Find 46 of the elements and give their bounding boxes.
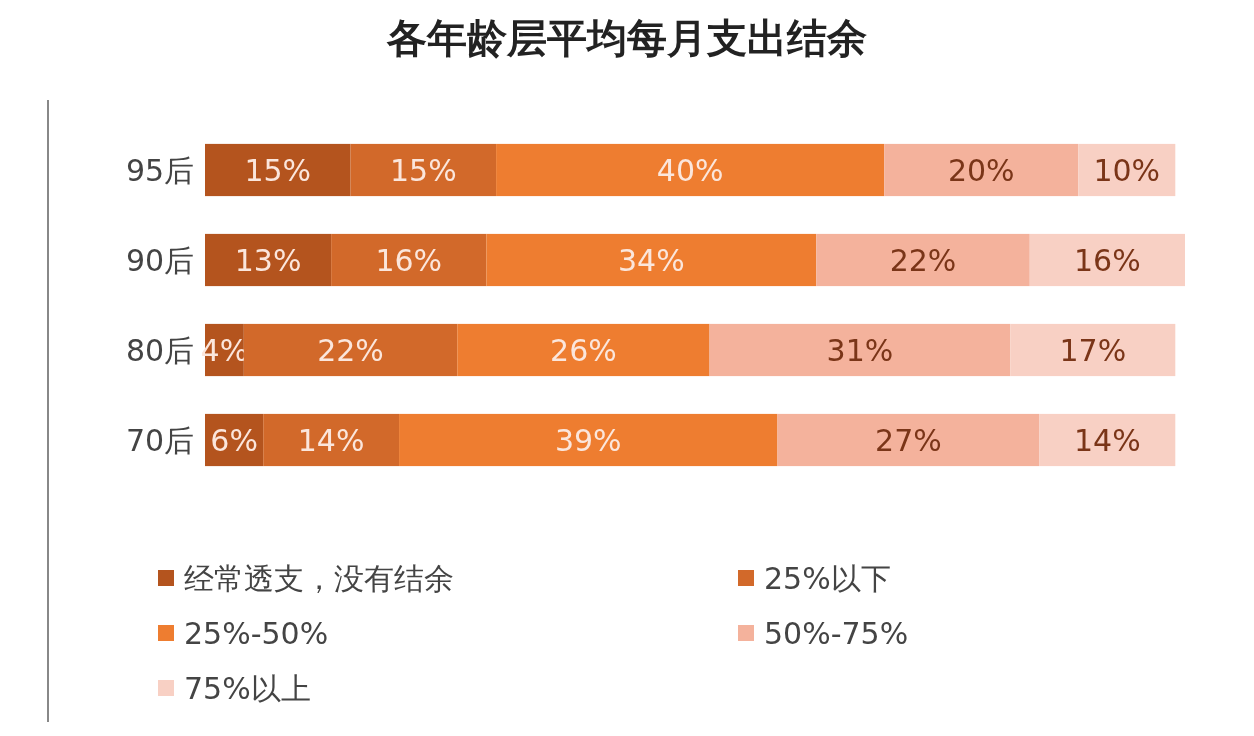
bar (816, 233, 1030, 287)
y-tick-label: 80后 (125, 332, 195, 368)
bar (709, 323, 1011, 377)
data-label: 22% (317, 332, 384, 368)
bar (1039, 413, 1176, 467)
data-label: 34% (617, 242, 685, 278)
bar (350, 143, 497, 197)
data-label: 31% (826, 332, 894, 368)
data-label: 16% (1074, 242, 1141, 278)
chart-title: 各年龄层平均每月支出结余 (386, 15, 867, 61)
data-label: 16% (375, 242, 443, 278)
data-label: 13% (234, 242, 302, 278)
bar (486, 233, 817, 287)
data-label: 39% (554, 422, 622, 458)
legend-label: 经常透支，没有结余 (184, 560, 454, 596)
data-label: 6% (210, 422, 258, 458)
y-tick-label: 90后 (125, 242, 195, 278)
data-label: 14% (297, 422, 365, 458)
bar (1010, 323, 1176, 377)
data-label: 15% (389, 152, 457, 188)
data-label: 22% (889, 242, 957, 278)
legend-label: 25%以下 (764, 560, 891, 596)
bar (496, 143, 885, 197)
legend-label: 75%以上 (184, 670, 311, 706)
bar (243, 323, 458, 377)
bar (777, 413, 1040, 467)
data-label: 27% (875, 422, 942, 458)
data-label: 40% (656, 152, 724, 188)
data-label: 20% (947, 152, 1015, 188)
y-tick-label: 70后 (125, 422, 195, 458)
y-tick-label: 95后 (125, 152, 195, 188)
bar (457, 323, 710, 377)
bar (399, 413, 778, 467)
bar (884, 143, 1079, 197)
bar (205, 143, 351, 197)
bar (1029, 233, 1185, 287)
bar (205, 233, 332, 287)
data-label: 17% (1059, 332, 1127, 368)
data-label: 15% (244, 152, 312, 188)
legend-label: 50%-75% (764, 615, 909, 651)
bar (263, 413, 400, 467)
bar (331, 233, 487, 287)
data-label: 26% (550, 332, 617, 368)
legend-label: 25%-50% (184, 615, 329, 651)
data-label: 10% (1093, 152, 1161, 188)
data-label: 14% (1074, 422, 1141, 458)
